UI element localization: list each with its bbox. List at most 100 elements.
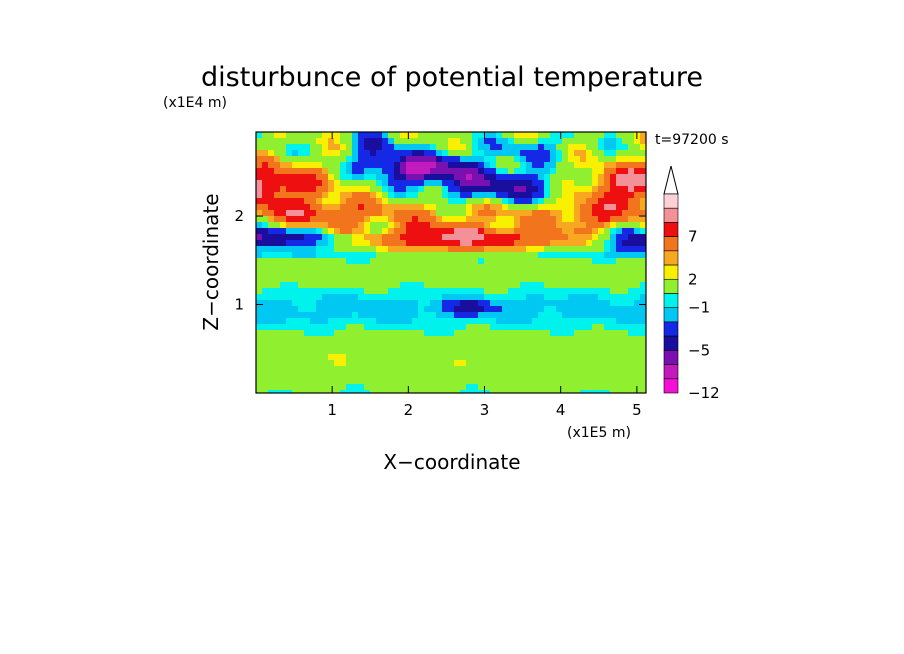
- contour-cell: [328, 318, 377, 325]
- contour-cell: [292, 252, 317, 259]
- contour-cell: [556, 198, 575, 205]
- contour-cell: [604, 324, 646, 331]
- contour-cell: [268, 216, 275, 223]
- contour-cell: [352, 132, 359, 139]
- contour-cell: [418, 192, 443, 199]
- contour-cell: [514, 240, 551, 247]
- contour-cell: [340, 150, 353, 157]
- contour-cell: [310, 204, 323, 211]
- contour-cell: [478, 162, 485, 169]
- contour-cell: [316, 246, 335, 253]
- contour-cell: [616, 204, 629, 211]
- contour-cell: [382, 144, 395, 151]
- contour-cell: [448, 162, 479, 169]
- contour-cell: [406, 186, 419, 193]
- contour-cell: [418, 186, 425, 193]
- contour-cell: [580, 156, 587, 163]
- contour-cell: [628, 144, 641, 151]
- contour-cell: [610, 234, 617, 241]
- contour-cell: [496, 168, 509, 175]
- contour-cell: [376, 150, 413, 157]
- contour-cell: [388, 138, 395, 145]
- contour-cell: [526, 186, 539, 193]
- contour-cell: [370, 150, 377, 157]
- contour-cell: [514, 222, 521, 229]
- contour-cell: [256, 390, 269, 393]
- x-tick-label: 1: [327, 401, 337, 419]
- contour-cell: [406, 156, 437, 163]
- contour-cell: [508, 288, 611, 295]
- contour-cell: [640, 294, 646, 301]
- contour-cell: [466, 144, 473, 151]
- contour-cell: [604, 222, 611, 229]
- contour-cell: [586, 150, 593, 157]
- contour-cell: [328, 222, 359, 229]
- contour-cell: [430, 168, 479, 175]
- contour-cell: [364, 228, 371, 235]
- contour-cell: [574, 162, 605, 169]
- contour-cell: [586, 222, 605, 229]
- contour-cell: [436, 150, 443, 157]
- contour-cell: [592, 174, 599, 181]
- contour-cell: [484, 138, 497, 145]
- contour-cell: [568, 144, 587, 151]
- contour-cell: [604, 150, 617, 157]
- contour-cell: [466, 216, 497, 223]
- colorbar-label: 2: [688, 270, 698, 288]
- contour-cell: [472, 174, 485, 181]
- contour-cell: [256, 180, 263, 187]
- contour-cell: [406, 168, 431, 175]
- contour-cell: [550, 186, 563, 193]
- contour-cell: [544, 198, 557, 205]
- contour-cell: [634, 168, 646, 175]
- contour-cell: [322, 150, 341, 157]
- contour-cell: [394, 186, 407, 193]
- contour-cell: [442, 180, 455, 187]
- contour-cell: [592, 192, 605, 199]
- contour-cell: [364, 144, 383, 151]
- contour-cell: [610, 300, 635, 307]
- contour-cell: [556, 156, 563, 163]
- contour-cell: [268, 204, 311, 211]
- contour-cell: [352, 150, 359, 157]
- contour-cell: [526, 156, 551, 163]
- contour-cell: [598, 234, 611, 241]
- contour-cell: [550, 174, 593, 181]
- colorbar-swatch: [663, 307, 679, 323]
- contour-cell: [544, 144, 557, 151]
- contour-cell: [634, 186, 646, 193]
- contour-cell: [556, 150, 563, 157]
- contour-cell: [574, 216, 581, 223]
- colorbar-swatch: [663, 378, 679, 394]
- contour-cell: [514, 228, 563, 235]
- contour-cell: [256, 192, 263, 199]
- contour-cell: [400, 168, 407, 175]
- contour-cell: [256, 384, 347, 391]
- contour-cell: [520, 216, 557, 223]
- contour-cell: [352, 168, 365, 175]
- contour-cell: [388, 222, 395, 229]
- contour-cell: [256, 264, 646, 271]
- contour-cell: [610, 228, 617, 235]
- contour-cell: [340, 180, 377, 187]
- contour-cell: [544, 192, 551, 199]
- contour-cell: [514, 132, 539, 139]
- contour-cell: [484, 204, 491, 211]
- contour-cell: [520, 162, 527, 169]
- contour-cell: [256, 270, 646, 277]
- contour-cell: [616, 318, 646, 325]
- contour-cell: [328, 240, 335, 247]
- x-tick-label: 5: [632, 401, 642, 419]
- contour-cell: [382, 168, 395, 175]
- contour-cell: [346, 258, 371, 265]
- contour-cell: [256, 300, 293, 307]
- contour-cell: [598, 186, 611, 193]
- contour-cell: [316, 252, 377, 259]
- x-axis-ticks: 1 2 3 4 5: [327, 132, 642, 419]
- contour-cell: [538, 138, 563, 145]
- contour-cell: [538, 198, 545, 205]
- contour-cell: [436, 312, 455, 319]
- contour-cell: [256, 252, 263, 259]
- contour-cell: [550, 156, 557, 163]
- contour-cell: [490, 324, 593, 331]
